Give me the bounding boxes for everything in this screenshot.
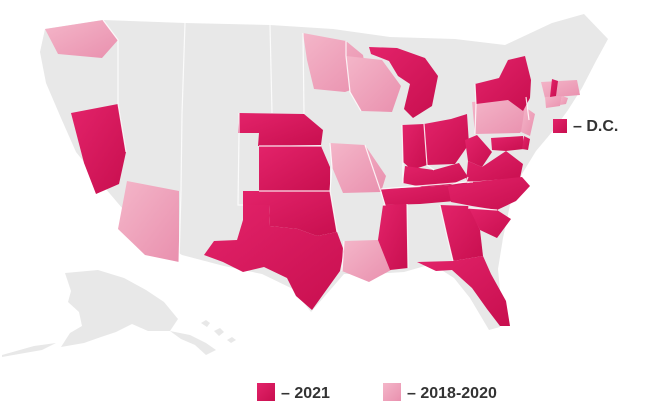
state-texas [204,205,344,310]
state-rhode-island [560,96,568,105]
dc-legend: – D.C. [553,118,618,135]
legend-2021-label: – 2021 [281,385,330,402]
dc-swatch [553,119,567,133]
state-louisiana [342,240,391,282]
legend-2018-2020-label: – 2018-2020 [407,385,497,402]
state-nevada [71,104,126,194]
state-new-jersey [521,107,535,136]
state-west-virginia [465,135,492,167]
state-tennessee [381,182,468,205]
alaska-panhandle-base [170,331,216,355]
state-mississippi [378,204,408,270]
state-wisconsin [346,56,401,112]
state-kansas [259,146,330,191]
states-2018-2020 [45,20,580,282]
state-delaware [522,136,530,150]
state-south-carolina [468,208,511,238]
state-connecticut [545,96,562,108]
state-missouri [330,143,386,193]
legend-2021-swatch [257,383,275,401]
legend-2018-2020-swatch [383,383,401,401]
states-2021 [71,47,558,326]
state-florida [417,256,510,326]
state-georgia [440,205,483,261]
state-maryland [491,136,524,151]
state-new-york [475,56,531,111]
state-virginia [466,151,523,182]
state-arizona [118,181,179,262]
state-pennsylvania [472,97,529,134]
hawaii-island-3 [227,337,236,343]
alaska-islands-base [2,343,56,357]
state-indiana [402,124,427,170]
state-nebraska [238,113,323,146]
hawaii-island-1 [201,320,210,327]
state-massachusetts [541,80,580,98]
state-ohio [424,114,469,165]
bottom-legend: – 2021 – 2018-2020 [257,383,497,402]
dc-label: – D.C. [573,118,618,135]
state-new-hampshire [550,79,558,97]
state-washington [45,20,118,58]
hawaii-island-2 [214,328,224,336]
state-michigan [369,47,438,118]
state-oklahoma [243,191,337,236]
state-kentucky [403,163,468,187]
state-north-carolina [448,177,530,210]
alaska-base [61,270,178,347]
state-boundaries [102,19,530,272]
